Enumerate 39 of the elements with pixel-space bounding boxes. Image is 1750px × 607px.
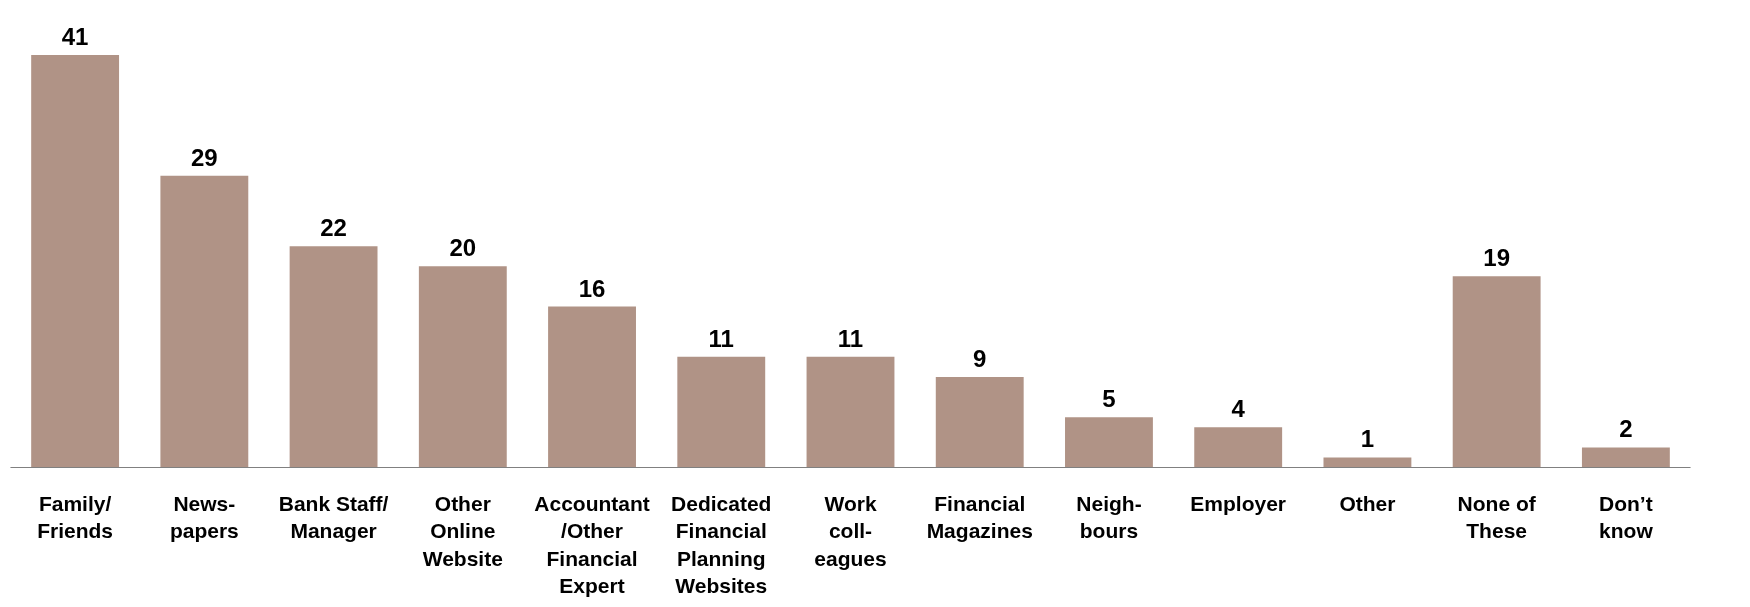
data-label: 20: [449, 234, 477, 262]
bar: [289, 246, 378, 468]
bar: [1581, 447, 1670, 468]
data-label: 11: [837, 324, 864, 352]
bar: [1194, 427, 1283, 468]
data-label: 1: [1360, 425, 1375, 453]
x-tick-label: Work coll- eagues: [814, 491, 887, 570]
bar: [160, 175, 249, 468]
data-label: 4: [1231, 395, 1246, 423]
bar: [806, 356, 895, 468]
x-tick-label: Other Online Website: [422, 491, 503, 570]
bar: [1323, 457, 1412, 468]
bar: [1452, 276, 1541, 468]
data-label: 29: [191, 143, 218, 171]
x-tick-label: Accountant /Other Financial Expert: [534, 491, 650, 598]
x-tick-label: Neigh- bours: [1076, 491, 1142, 543]
x-tick-label: Financial Magazines: [926, 491, 1033, 543]
data-label: 2: [1619, 415, 1633, 443]
x-tick-label: Family/ Friends: [37, 491, 114, 543]
bar: [548, 306, 636, 468]
x-tick-label: News- papers: [169, 491, 239, 543]
x-tick-label: Other: [1339, 491, 1396, 515]
bar: [418, 266, 507, 468]
data-label: 11: [708, 324, 734, 352]
data-label: 9: [973, 344, 987, 372]
data-label: 41: [61, 23, 89, 50]
x-tick-label: Dedicated Financial Planning Websites: [671, 491, 772, 598]
bar: [677, 356, 766, 468]
bar: [935, 376, 1024, 468]
data-label: 22: [320, 214, 347, 242]
bar: [1065, 417, 1153, 468]
data-label: 5: [1102, 385, 1116, 413]
x-tick-label: Bank Staff/ Manager: [278, 491, 389, 543]
x-tick-label: Don’t know: [1599, 491, 1654, 543]
data-label: 16: [578, 274, 606, 302]
data-label: 19: [1483, 244, 1511, 272]
bar: [31, 55, 120, 468]
x-tick-label: None of These: [1457, 491, 1537, 543]
x-tick-label: Employer: [1190, 491, 1287, 515]
